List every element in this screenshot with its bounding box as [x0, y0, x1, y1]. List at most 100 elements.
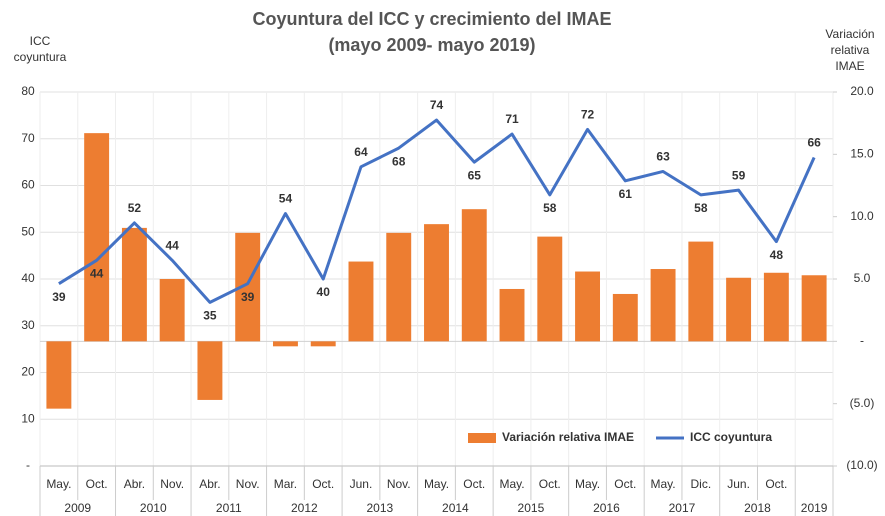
x-tick-label: Nov. [160, 477, 184, 491]
y2-tick-label: - [860, 334, 864, 348]
data-label: 72 [581, 108, 595, 122]
data-label: 40 [317, 285, 331, 299]
data-label: 66 [807, 136, 821, 150]
data-label: 44 [165, 238, 179, 252]
y-axis-title: ICC [30, 34, 51, 48]
line [58, 118, 816, 304]
x-tick-label: Nov. [236, 477, 260, 491]
y-tick-label: 60 [21, 178, 35, 192]
y2-axis-title: IMAE [835, 59, 864, 73]
chart-title: Coyuntura del ICC y crecimiento del IMAE [252, 9, 611, 29]
data-label: 71 [505, 112, 519, 126]
bar [386, 232, 412, 342]
bar [197, 341, 223, 400]
bar [537, 236, 563, 342]
x-tick-label: Jun. [727, 477, 750, 491]
data-label: 35 [203, 309, 217, 323]
year-label: 2015 [518, 501, 545, 515]
year-label: 2019 [801, 501, 828, 515]
bar [84, 133, 110, 342]
bar [499, 288, 525, 342]
year-label: 2011 [216, 501, 242, 515]
data-label: 74 [430, 98, 444, 112]
x-tick-label: Oct. [765, 477, 787, 491]
data-label: 65 [468, 168, 482, 182]
bar [272, 341, 298, 347]
bar [650, 269, 676, 342]
data-label: 68 [392, 154, 406, 168]
data-label: 58 [543, 201, 557, 215]
x-tick-label: Dic. [690, 477, 711, 491]
data-label: 39 [241, 290, 255, 304]
y-tick-label: 20 [21, 365, 35, 379]
chart-title: (mayo 2009- mayo 2019) [328, 35, 535, 55]
x-tick-label: Mar. [274, 477, 297, 491]
y-tick-label: 50 [21, 224, 35, 238]
y2-tick-label: (5.0) [850, 396, 875, 410]
year-label: 2018 [744, 501, 771, 515]
bar [612, 293, 638, 342]
x-tick-label: Abr. [124, 477, 145, 491]
year-label: 2013 [367, 501, 394, 515]
y-tick-label: 70 [21, 131, 35, 145]
year-label: 2014 [442, 501, 469, 515]
legend-swatch [468, 433, 496, 443]
data-label: 39 [52, 290, 66, 304]
bar [763, 272, 789, 342]
y2-tick-label: 10.0 [850, 209, 874, 223]
bar [121, 227, 147, 342]
bar [348, 261, 374, 342]
bar [46, 341, 72, 409]
y2-axis-title: Variación [825, 27, 874, 41]
year-label: 2017 [669, 501, 696, 515]
y2-tick-label: 20.0 [850, 84, 874, 98]
y-tick-label: 80 [21, 84, 35, 98]
data-label: 61 [619, 187, 633, 201]
y-tick-label: 10 [21, 411, 35, 425]
y-tick-label: - [26, 458, 30, 472]
data-label: 54 [279, 192, 293, 206]
y-tick-label: 30 [21, 318, 35, 332]
data-label: 52 [128, 201, 142, 215]
legend-label: ICC coyuntura [690, 430, 772, 444]
x-tick-label: Nov. [387, 477, 411, 491]
x-tick-label: Oct. [614, 477, 636, 491]
x-tick-label: May. [46, 477, 71, 491]
bar [159, 279, 185, 342]
data-label: 59 [732, 168, 746, 182]
bar [461, 209, 487, 342]
x-tick-label: Oct. [86, 477, 108, 491]
data-label: 63 [656, 150, 670, 164]
x-tick-label: May. [499, 477, 524, 491]
x-tick-label: May. [651, 477, 676, 491]
bar [726, 277, 752, 342]
y-axis-title: coyuntura [14, 50, 67, 64]
bar [801, 275, 827, 342]
x-tick-label: Jun. [350, 477, 373, 491]
year-label: 2012 [291, 501, 318, 515]
data-label: 64 [354, 145, 368, 159]
year-label: 2009 [64, 501, 91, 515]
x-tick-label: Oct. [539, 477, 561, 491]
bar [424, 224, 449, 342]
y2-tick-label: 5.0 [854, 271, 871, 285]
year-label: 2010 [140, 501, 167, 515]
legend-label: Variación relativa IMAE [502, 430, 634, 444]
y2-tick-label: (10.0) [846, 458, 877, 472]
x-tick-label: Oct. [312, 477, 334, 491]
bar [310, 341, 336, 347]
data-label: 44 [90, 266, 104, 280]
y2-tick-label: 15.0 [850, 147, 874, 161]
year-label: 2016 [593, 501, 620, 515]
y2-axis-title: relativa [831, 43, 870, 57]
x-tick-label: May. [575, 477, 600, 491]
y-tick-label: 40 [21, 271, 35, 285]
bar [575, 271, 601, 342]
data-label: 58 [694, 201, 708, 215]
x-tick-label: May. [424, 477, 449, 491]
x-tick-label: Oct. [463, 477, 485, 491]
x-tick-label: Abr. [199, 477, 220, 491]
bar [688, 241, 714, 342]
data-label: 48 [770, 248, 784, 262]
